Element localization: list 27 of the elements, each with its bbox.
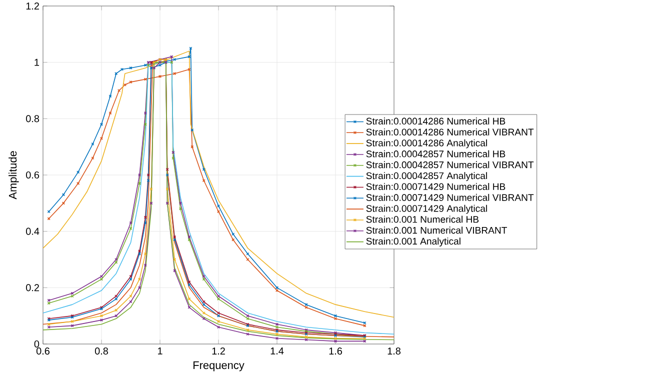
x-tick-label: 0.8 (94, 348, 108, 355)
x-tick-label: 1.8 (388, 348, 400, 355)
y-tick-label: 1.2 (26, 2, 39, 10)
y-tick-label: 0 (34, 340, 40, 348)
legend-label: Strain:0.001 Numerical VIBRANT (366, 226, 508, 234)
legend-label: Strain:0.00071429 Analytical (366, 204, 487, 214)
x-axis-title: Frequency (194, 361, 244, 372)
legend-label: Strain:0.00014286 Analytical (366, 139, 487, 148)
x-tick-label: 1.6 (329, 348, 342, 355)
legend-label: Strain:0.00071429 Numerical HB (366, 183, 506, 190)
y-tick-label: 0.6 (26, 171, 40, 179)
legend-label: Strain:0.00071429 Numerical VIBRANT (366, 194, 534, 201)
legend-label: Strain:0.00042857 Numerical VIBRANT (366, 161, 534, 168)
x-tick-label: 1.4 (270, 348, 284, 354)
legend-label: Strain:0.001 Analytical (366, 238, 460, 246)
legend-label: Strain:0.00042857 Analytical (366, 172, 487, 182)
x-tick-label: 1.2 (212, 348, 225, 354)
legend-label: Strain:0.00014286 Numerical HB (366, 118, 506, 125)
x-tick-label: 1 (158, 348, 162, 354)
y-tick-label: 1 (34, 58, 39, 66)
legend-label: Strain:0.00042857 Numerical HB (366, 150, 506, 158)
legend-label: Strain:0.00014286 Numerical VIBRANT (366, 128, 534, 136)
y-tick-label: 0.8 (26, 115, 40, 122)
legend-label: Strain:0.001 Numerical HB (366, 216, 479, 223)
y-tick-label: 0.4 (26, 228, 40, 235)
y-tick-label: 0.2 (26, 284, 39, 292)
y-axis-title: Amplitude (8, 151, 19, 200)
